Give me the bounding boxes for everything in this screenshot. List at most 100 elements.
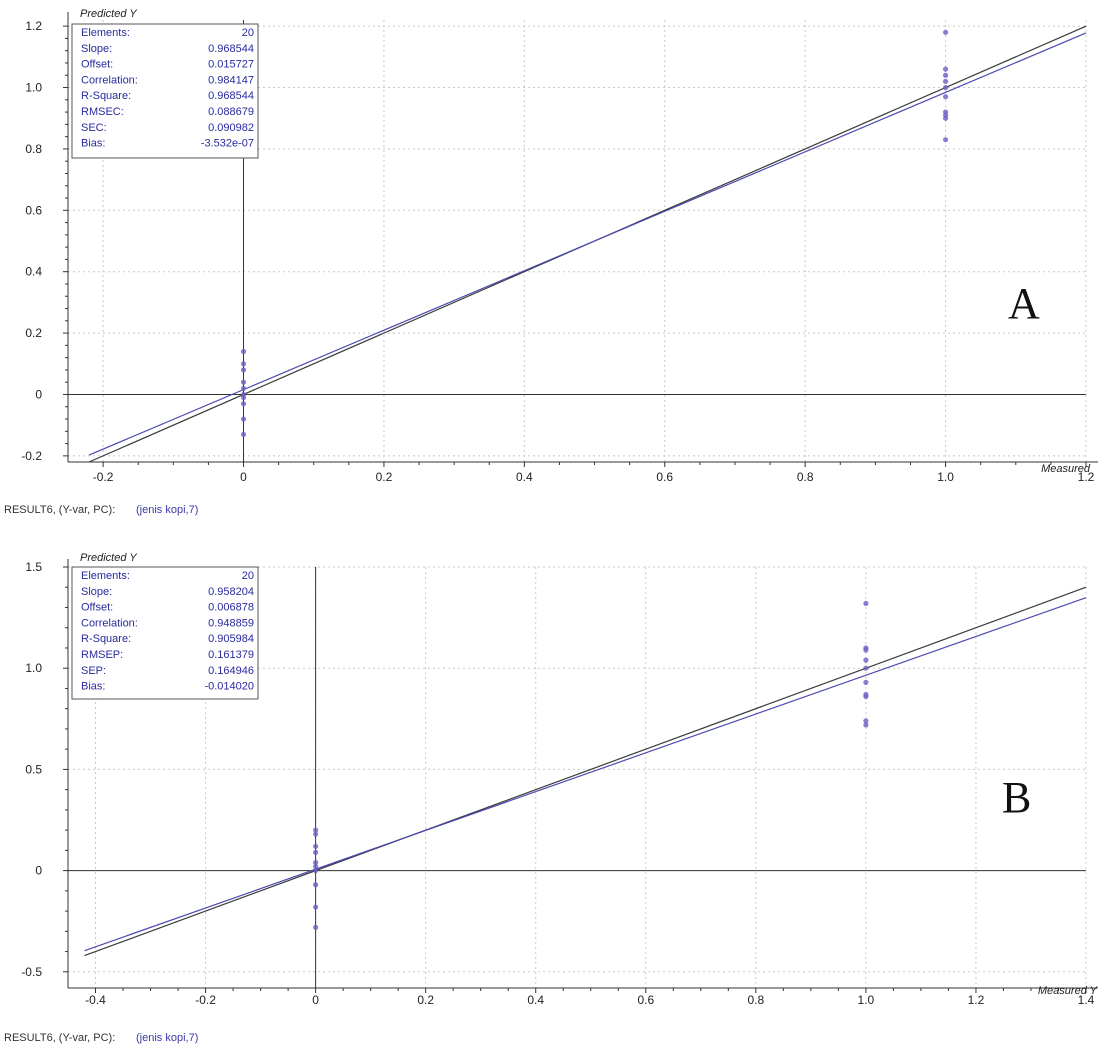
- stats-box-frame: [71, 23, 259, 159]
- stats-box-frame: [71, 566, 259, 700]
- y-tick-label: 0: [35, 387, 42, 401]
- x-tick-label: 0.6: [656, 470, 673, 484]
- panel-letter: B: [1002, 773, 1031, 822]
- x-tick-label: 1.2: [1078, 470, 1095, 484]
- x-tick-label: 0.8: [747, 993, 764, 1007]
- x-axis-title: Measured Y: [1038, 985, 1098, 997]
- data-point: [942, 84, 949, 91]
- y-tick-label: 1.2: [25, 19, 42, 33]
- stat-label: Correlation:: [81, 74, 138, 86]
- x-tick-label: -0.2: [93, 470, 114, 484]
- stat-value: 0.164946: [208, 665, 254, 677]
- y-tick-label: 0.2: [25, 326, 42, 340]
- data-point: [313, 904, 319, 910]
- y-tick-label: 1.0: [25, 81, 42, 95]
- x-tick-label: 0.2: [376, 470, 393, 484]
- data-point: [863, 665, 869, 671]
- stat-label: Elements:: [81, 570, 130, 582]
- stat-value: 0.088679: [208, 106, 254, 118]
- y-axis-title: Predicted Y: [80, 552, 137, 564]
- x-tick-label: 1.0: [937, 470, 954, 484]
- data-point: [863, 679, 869, 685]
- stats-box: Elements: 20 Slope: 0.958204 Offset: 0.006878…: [71, 566, 259, 700]
- regression-line: [84, 597, 1087, 952]
- x-tick-label: 1.0: [858, 993, 875, 1007]
- data-point: [313, 831, 319, 837]
- x-tick-label: -0.2: [195, 993, 216, 1007]
- data-point: [863, 718, 869, 724]
- data-point: [240, 367, 247, 373]
- y-tick-label: 0: [35, 864, 42, 878]
- data-point: [942, 72, 949, 78]
- stats-box: Elements: 20 Slope: 0.968544 Offset: 0.015727…: [71, 23, 259, 159]
- footer-prefix: RESULT6, (Y-var, PC):: [4, 1032, 115, 1044]
- stat-value: 0.015727: [208, 59, 254, 71]
- x-tick-label: -0.4: [85, 993, 106, 1007]
- y-tick-label: 0.5: [25, 762, 42, 776]
- stat-label: Bias:: [81, 138, 105, 150]
- data-point: [240, 361, 247, 367]
- data-point: [942, 29, 949, 35]
- x-tick-label: 0: [240, 470, 247, 484]
- data-point: [313, 882, 319, 888]
- footer-link[interactable]: (jenis kopi,7): [136, 504, 198, 516]
- regression-line: [88, 32, 1087, 456]
- data-point: [240, 431, 247, 437]
- data-point: [863, 693, 869, 700]
- stat-value: 0.968544: [208, 90, 254, 102]
- stat-value: 20: [242, 27, 254, 39]
- data-point: [313, 863, 319, 870]
- y-tick-label: 1.5: [25, 560, 42, 574]
- stat-value: -0.014020: [204, 681, 254, 693]
- x-tick-label: 0.8: [797, 470, 814, 484]
- data-point: [313, 843, 319, 849]
- data-point: [313, 924, 319, 930]
- data-point: [942, 66, 949, 72]
- y-tick-label: -0.2: [21, 449, 42, 463]
- stat-value: 0.905984: [208, 633, 254, 645]
- data-point: [313, 827, 319, 833]
- stat-label: Slope:: [81, 586, 112, 598]
- stat-value: 0.984147: [208, 74, 254, 86]
- data-point: [863, 647, 869, 653]
- stat-label: SEP:: [81, 665, 106, 677]
- x-axis-title: Measured: [1041, 463, 1091, 475]
- stat-label: Bias:: [81, 681, 105, 693]
- data-point: [942, 94, 949, 100]
- stat-label: Correlation:: [81, 617, 138, 629]
- data-point: [942, 137, 949, 143]
- stat-label: RMSEP:: [81, 649, 123, 661]
- stat-value: 0.090982: [208, 122, 254, 134]
- y-tick-label: 0.8: [25, 142, 42, 156]
- stat-label: Offset:: [81, 602, 113, 614]
- data-point: [240, 416, 247, 422]
- y-tick-label: 1.0: [25, 661, 42, 675]
- data-point: [240, 394, 247, 401]
- stat-label: Elements:: [81, 27, 130, 39]
- stat-label: SEC:: [81, 122, 107, 134]
- data-point: [240, 348, 247, 355]
- chart-a-svg: -0.2 0 0.2 0.4 0.6 0.8 1.0 1.2 -0.2 0 0.2 0.4 0.6 0.8…: [4, 8, 1098, 516]
- footer-link[interactable]: (jenis kopi,7): [136, 1032, 198, 1044]
- stat-label: Offset:: [81, 59, 113, 71]
- data-point: [313, 868, 319, 874]
- stat-value: 0.968544: [208, 43, 254, 55]
- data-point: [863, 657, 869, 663]
- data-point: [313, 849, 319, 855]
- x-tick-label: 1.4: [1078, 993, 1095, 1007]
- stat-value: 0.161379: [208, 649, 254, 661]
- stat-value: 0.948859: [208, 617, 254, 629]
- y-tick-label: 0.6: [25, 203, 42, 217]
- x-tick-label: 1.2: [968, 993, 985, 1007]
- stat-value: -3.532e-07: [201, 138, 254, 150]
- data-point: [240, 401, 247, 407]
- panel-b: -0.4 -0.2 0 0.2 0.4 0.6 0.8 1.0 1.2 1.4 -0.5 0 0.5 1.…: [0, 535, 1101, 1051]
- stat-value: 0.006878: [208, 602, 254, 614]
- stat-value: 0.958204: [208, 586, 254, 598]
- stat-value: 20: [242, 570, 254, 582]
- panel-a: -0.2 0 0.2 0.4 0.6 0.8 1.0 1.2 -0.2 0 0.2 0.4 0.6 0.8…: [0, 0, 1101, 525]
- stat-label: R-Square:: [81, 90, 131, 102]
- data-point: [313, 859, 319, 866]
- y-tick-label: 0.4: [25, 265, 42, 279]
- target-line: [84, 586, 1087, 957]
